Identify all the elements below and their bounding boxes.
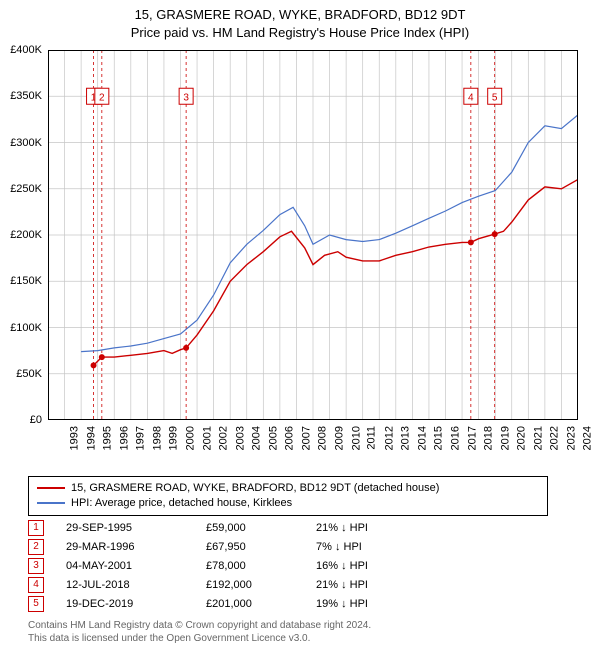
x-tick-label: 1993 <box>68 426 80 450</box>
transaction-date: 29-SEP-1995 <box>66 522 206 534</box>
x-tick-label: 2004 <box>251 426 263 450</box>
chart-title: 15, GRASMERE ROAD, WYKE, BRADFORD, BD12 … <box>0 0 600 41</box>
x-tick-label: 2013 <box>400 426 412 450</box>
x-tick-label: 2011 <box>366 426 378 450</box>
x-tick-label: 2007 <box>300 426 312 450</box>
x-tick-label: 2006 <box>284 426 296 450</box>
x-tick-label: 2014 <box>416 426 428 450</box>
chart-plot-area: 12345 <box>48 50 578 420</box>
y-tick-label: £100K <box>10 322 42 334</box>
transaction-row: 5 19-DEC-2019£201,00019% ↓ HPI <box>28 594 436 613</box>
y-tick-label: £50K <box>16 368 42 380</box>
x-tick-label: 2008 <box>317 426 329 450</box>
x-tick-label: 2017 <box>466 426 478 450</box>
x-tick-label: 2000 <box>184 426 196 450</box>
transaction-row: 4 12-JUL-2018£192,00021% ↓ HPI <box>28 575 436 594</box>
transaction-marker-box: 2 <box>28 539 44 555</box>
y-tick-label: £300K <box>10 137 42 149</box>
transaction-marker-box: 3 <box>28 558 44 574</box>
transaction-row: 2 29-MAR-1996£67,9507% ↓ HPI <box>28 537 436 556</box>
x-tick-label: 2002 <box>218 426 230 450</box>
x-tick-label: 2016 <box>449 426 461 450</box>
transaction-price: £59,000 <box>206 522 316 534</box>
transaction-price: £67,950 <box>206 541 316 553</box>
x-tick-label: 2022 <box>549 426 561 450</box>
title-line-2: Price paid vs. HM Land Registry's House … <box>0 24 600 42</box>
legend-row: 15, GRASMERE ROAD, WYKE, BRADFORD, BD12 … <box>37 481 539 496</box>
x-tick-label: 1997 <box>135 426 147 450</box>
x-tick-label: 1994 <box>85 426 97 450</box>
transaction-diff: 21% ↓ HPI <box>316 579 436 591</box>
transaction-date: 19-DEC-2019 <box>66 598 206 610</box>
x-tick-label: 2010 <box>350 426 362 450</box>
x-tick-label: 2021 <box>532 426 544 450</box>
legend-label: HPI: Average price, detached house, Kirk… <box>71 496 292 511</box>
x-tick-label: 2018 <box>483 426 495 450</box>
footer-attribution: Contains HM Land Registry data © Crown c… <box>28 619 371 645</box>
svg-text:5: 5 <box>492 92 498 103</box>
transaction-diff: 21% ↓ HPI <box>316 522 436 534</box>
x-tick-label: 1996 <box>118 426 130 450</box>
x-tick-label: 2015 <box>433 426 445 450</box>
svg-text:4: 4 <box>468 92 474 103</box>
x-tick-label: 2019 <box>499 426 511 450</box>
transaction-price: £78,000 <box>206 560 316 572</box>
x-tick-label: 2023 <box>565 426 577 450</box>
y-tick-label: £400K <box>10 44 42 56</box>
y-tick-label: £0 <box>30 414 42 426</box>
transactions-table: 129-SEP-1995£59,00021% ↓ HPI229-MAR-1996… <box>28 518 436 613</box>
legend-swatch <box>37 502 65 504</box>
y-axis-ticks: £0£50K£100K£150K£200K£250K£300K£350K£400… <box>0 50 46 420</box>
y-tick-label: £150K <box>10 275 42 287</box>
transaction-date: 04-MAY-2001 <box>66 560 206 572</box>
x-tick-label: 2003 <box>234 426 246 450</box>
legend-swatch <box>37 487 65 489</box>
title-line-1: 15, GRASMERE ROAD, WYKE, BRADFORD, BD12 … <box>0 6 600 24</box>
transaction-date: 29-MAR-1996 <box>66 541 206 553</box>
x-axis-ticks: 1993 1994 1995 1996 1997 1998 1999 2000 2001 2002… <box>48 422 578 474</box>
y-tick-label: £350K <box>10 90 42 102</box>
transaction-marker-box: 5 <box>28 596 44 612</box>
svg-text:3: 3 <box>183 92 189 103</box>
transaction-date: 12-JUL-2018 <box>66 579 206 591</box>
transaction-marker-box: 4 <box>28 577 44 593</box>
x-tick-label: 2005 <box>267 426 279 450</box>
footer-line-2: This data is licensed under the Open Gov… <box>28 632 371 645</box>
legend-row: HPI: Average price, detached house, Kirk… <box>37 496 539 511</box>
transaction-marker-box: 1 <box>28 520 44 536</box>
chart-svg: 12345 <box>48 50 578 420</box>
x-tick-label: 2012 <box>383 426 395 450</box>
y-tick-label: £200K <box>10 229 42 241</box>
x-tick-label: 1998 <box>151 426 163 450</box>
transaction-row: 3 04-MAY-2001£78,00016% ↓ HPI <box>28 556 436 575</box>
transaction-price: £192,000 <box>206 579 316 591</box>
x-tick-label: 1999 <box>168 426 180 450</box>
x-tick-label: 2024 <box>582 426 594 450</box>
x-tick-label: 2009 <box>333 426 345 450</box>
transaction-diff: 16% ↓ HPI <box>316 560 436 572</box>
transaction-row: 1 29-SEP-1995£59,00021% ↓ HPI <box>28 518 436 537</box>
y-tick-label: £250K <box>10 183 42 195</box>
svg-text:2: 2 <box>99 92 105 103</box>
transaction-price: £201,000 <box>206 598 316 610</box>
x-tick-label: 2001 <box>201 426 213 450</box>
footer-line-1: Contains HM Land Registry data © Crown c… <box>28 619 371 632</box>
x-tick-label: 1995 <box>102 426 114 450</box>
transaction-diff: 19% ↓ HPI <box>316 598 436 610</box>
legend-label: 15, GRASMERE ROAD, WYKE, BRADFORD, BD12 … <box>71 481 439 496</box>
transaction-diff: 7% ↓ HPI <box>316 541 436 553</box>
chart-legend: 15, GRASMERE ROAD, WYKE, BRADFORD, BD12 … <box>28 476 548 516</box>
x-tick-label: 2020 <box>516 426 528 450</box>
